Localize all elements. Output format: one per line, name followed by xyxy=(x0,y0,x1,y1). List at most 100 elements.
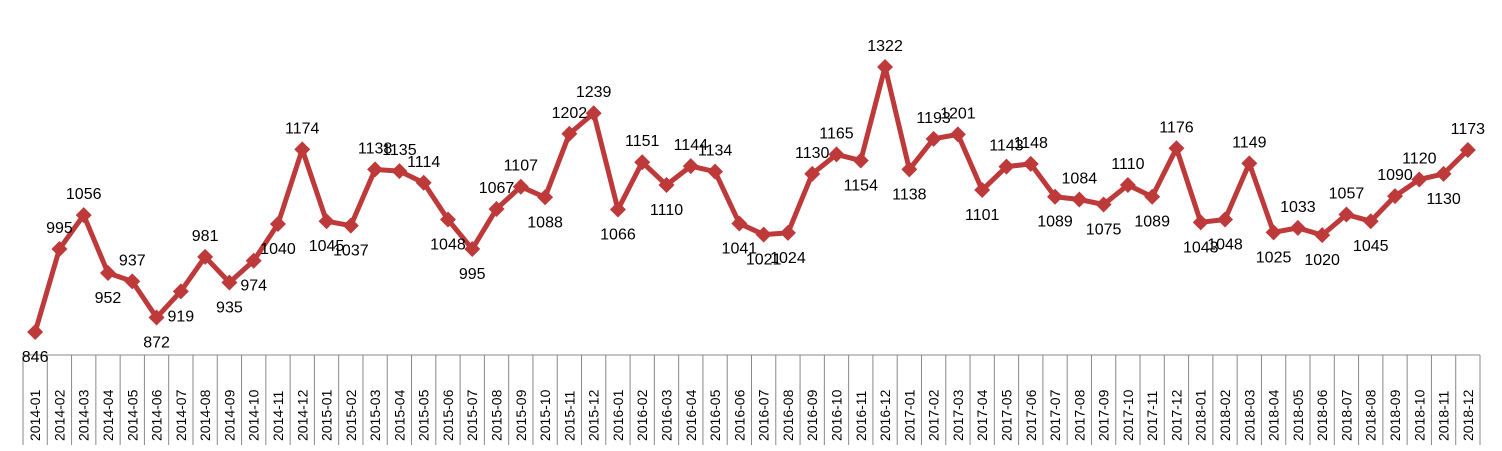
x-tick-label: 2014-07 xyxy=(173,389,189,441)
data-point xyxy=(1047,188,1064,205)
data-label: 937 xyxy=(119,252,146,269)
data-point xyxy=(318,213,335,230)
data-point xyxy=(1022,155,1039,172)
data-point xyxy=(585,105,602,122)
data-label: 1066 xyxy=(600,227,636,244)
x-tick-label: 2015-03 xyxy=(367,389,383,441)
data-label: 1024 xyxy=(770,250,806,267)
x-tick-label: 2015-07 xyxy=(464,389,480,441)
data-label: 919 xyxy=(167,308,194,325)
x-tick-label: 2016-03 xyxy=(659,389,675,441)
x-tick-label: 2018-07 xyxy=(1338,389,1354,441)
data-label: 1322 xyxy=(867,38,903,55)
x-tick-label: 2018-10 xyxy=(1411,389,1427,441)
data-point xyxy=(1314,227,1331,244)
data-label: 995 xyxy=(459,266,486,283)
data-point xyxy=(415,174,432,191)
x-tick-label: 2014-05 xyxy=(124,389,140,441)
data-label: 1088 xyxy=(527,214,563,231)
data-point xyxy=(1119,177,1136,194)
x-tick-label: 2015-12 xyxy=(586,389,602,441)
data-point xyxy=(294,141,311,158)
data-point xyxy=(1241,155,1258,172)
data-point xyxy=(658,177,675,194)
x-tick-label: 2014-02 xyxy=(51,389,67,441)
x-tick-label: 2016-05 xyxy=(707,389,723,441)
x-tick-label: 2014-04 xyxy=(100,389,116,441)
x-tick-label: 2018-09 xyxy=(1387,389,1403,441)
x-tick-label: 2014-11 xyxy=(270,390,286,441)
x-tick-label: 2018-01 xyxy=(1193,389,1209,441)
x-tick-label: 2018-08 xyxy=(1363,389,1379,441)
x-tick-label: 2018-12 xyxy=(1460,389,1476,441)
data-point xyxy=(172,283,189,300)
x-tick-label: 2016-09 xyxy=(804,389,820,441)
data-point xyxy=(1095,196,1112,213)
data-label: 1202 xyxy=(552,105,588,122)
data-point xyxy=(367,161,384,178)
data-point xyxy=(731,215,748,232)
x-tick-label: 2014-03 xyxy=(76,389,92,441)
data-point xyxy=(974,182,991,199)
x-tick-label: 2017-11 xyxy=(1144,390,1160,441)
data-label: 1134 xyxy=(698,143,733,160)
data-point xyxy=(512,178,529,195)
data-label: 846 xyxy=(22,349,49,366)
x-tick-label: 2017-02 xyxy=(926,389,942,441)
data-label: 872 xyxy=(143,335,170,352)
data-label: 1041 xyxy=(722,240,758,257)
x-tick-label: 2016-12 xyxy=(877,389,893,441)
data-label: 1021 xyxy=(746,252,782,269)
data-point xyxy=(75,207,92,224)
data-point xyxy=(124,273,141,290)
data-point xyxy=(1071,191,1088,208)
data-point xyxy=(1435,165,1452,182)
data-point xyxy=(537,189,554,206)
data-point xyxy=(1411,171,1428,188)
data-label: 1045 xyxy=(1353,238,1389,255)
data-label: 1143 xyxy=(989,138,1024,155)
data-point xyxy=(949,126,966,143)
data-label: 1144 xyxy=(674,137,709,154)
x-tick-label: 2018-02 xyxy=(1217,389,1233,441)
x-tick-label: 2015-02 xyxy=(343,389,359,441)
data-label: 1120 xyxy=(1402,150,1437,167)
data-point xyxy=(27,324,44,340)
data-point xyxy=(1362,213,1379,230)
x-tick-label: 2017-01 xyxy=(901,389,917,441)
data-label: 935 xyxy=(216,299,243,316)
data-point xyxy=(755,226,772,243)
x-tick-label: 2016-11 xyxy=(853,390,869,441)
data-point xyxy=(439,211,456,228)
data-point xyxy=(682,158,699,175)
data-point xyxy=(221,274,238,291)
data-label: 1138 xyxy=(358,140,393,157)
data-label: 1090 xyxy=(1377,167,1413,184)
data-point xyxy=(342,217,359,234)
data-label: 1138 xyxy=(892,186,927,203)
data-point xyxy=(998,158,1015,175)
data-point xyxy=(464,241,481,258)
data-point xyxy=(1459,141,1476,158)
data-point xyxy=(197,248,214,265)
data-label: 1057 xyxy=(1329,186,1365,203)
data-label: 974 xyxy=(240,278,267,295)
data-label: 1048 xyxy=(430,237,466,254)
x-tick-label: 2018-05 xyxy=(1290,389,1306,441)
x-tick-label: 2016-10 xyxy=(828,389,844,441)
x-tick-label: 2015-06 xyxy=(440,389,456,441)
data-label: 1084 xyxy=(1062,171,1098,188)
x-tick-label: 2016-06 xyxy=(731,389,747,441)
data-point xyxy=(779,224,796,241)
data-label: 952 xyxy=(95,290,122,307)
data-point xyxy=(1289,219,1306,236)
data-label: 1048 xyxy=(1207,237,1243,254)
data-label: 1107 xyxy=(504,158,539,175)
data-label: 1176 xyxy=(1159,119,1194,136)
x-tick-label: 2016-04 xyxy=(683,389,699,441)
data-label: 1114 xyxy=(407,154,440,171)
x-tick-label: 2017-08 xyxy=(1071,389,1087,441)
data-point xyxy=(707,163,724,180)
x-tick-label: 2018-11 xyxy=(1436,390,1452,441)
data-point xyxy=(1168,140,1185,157)
